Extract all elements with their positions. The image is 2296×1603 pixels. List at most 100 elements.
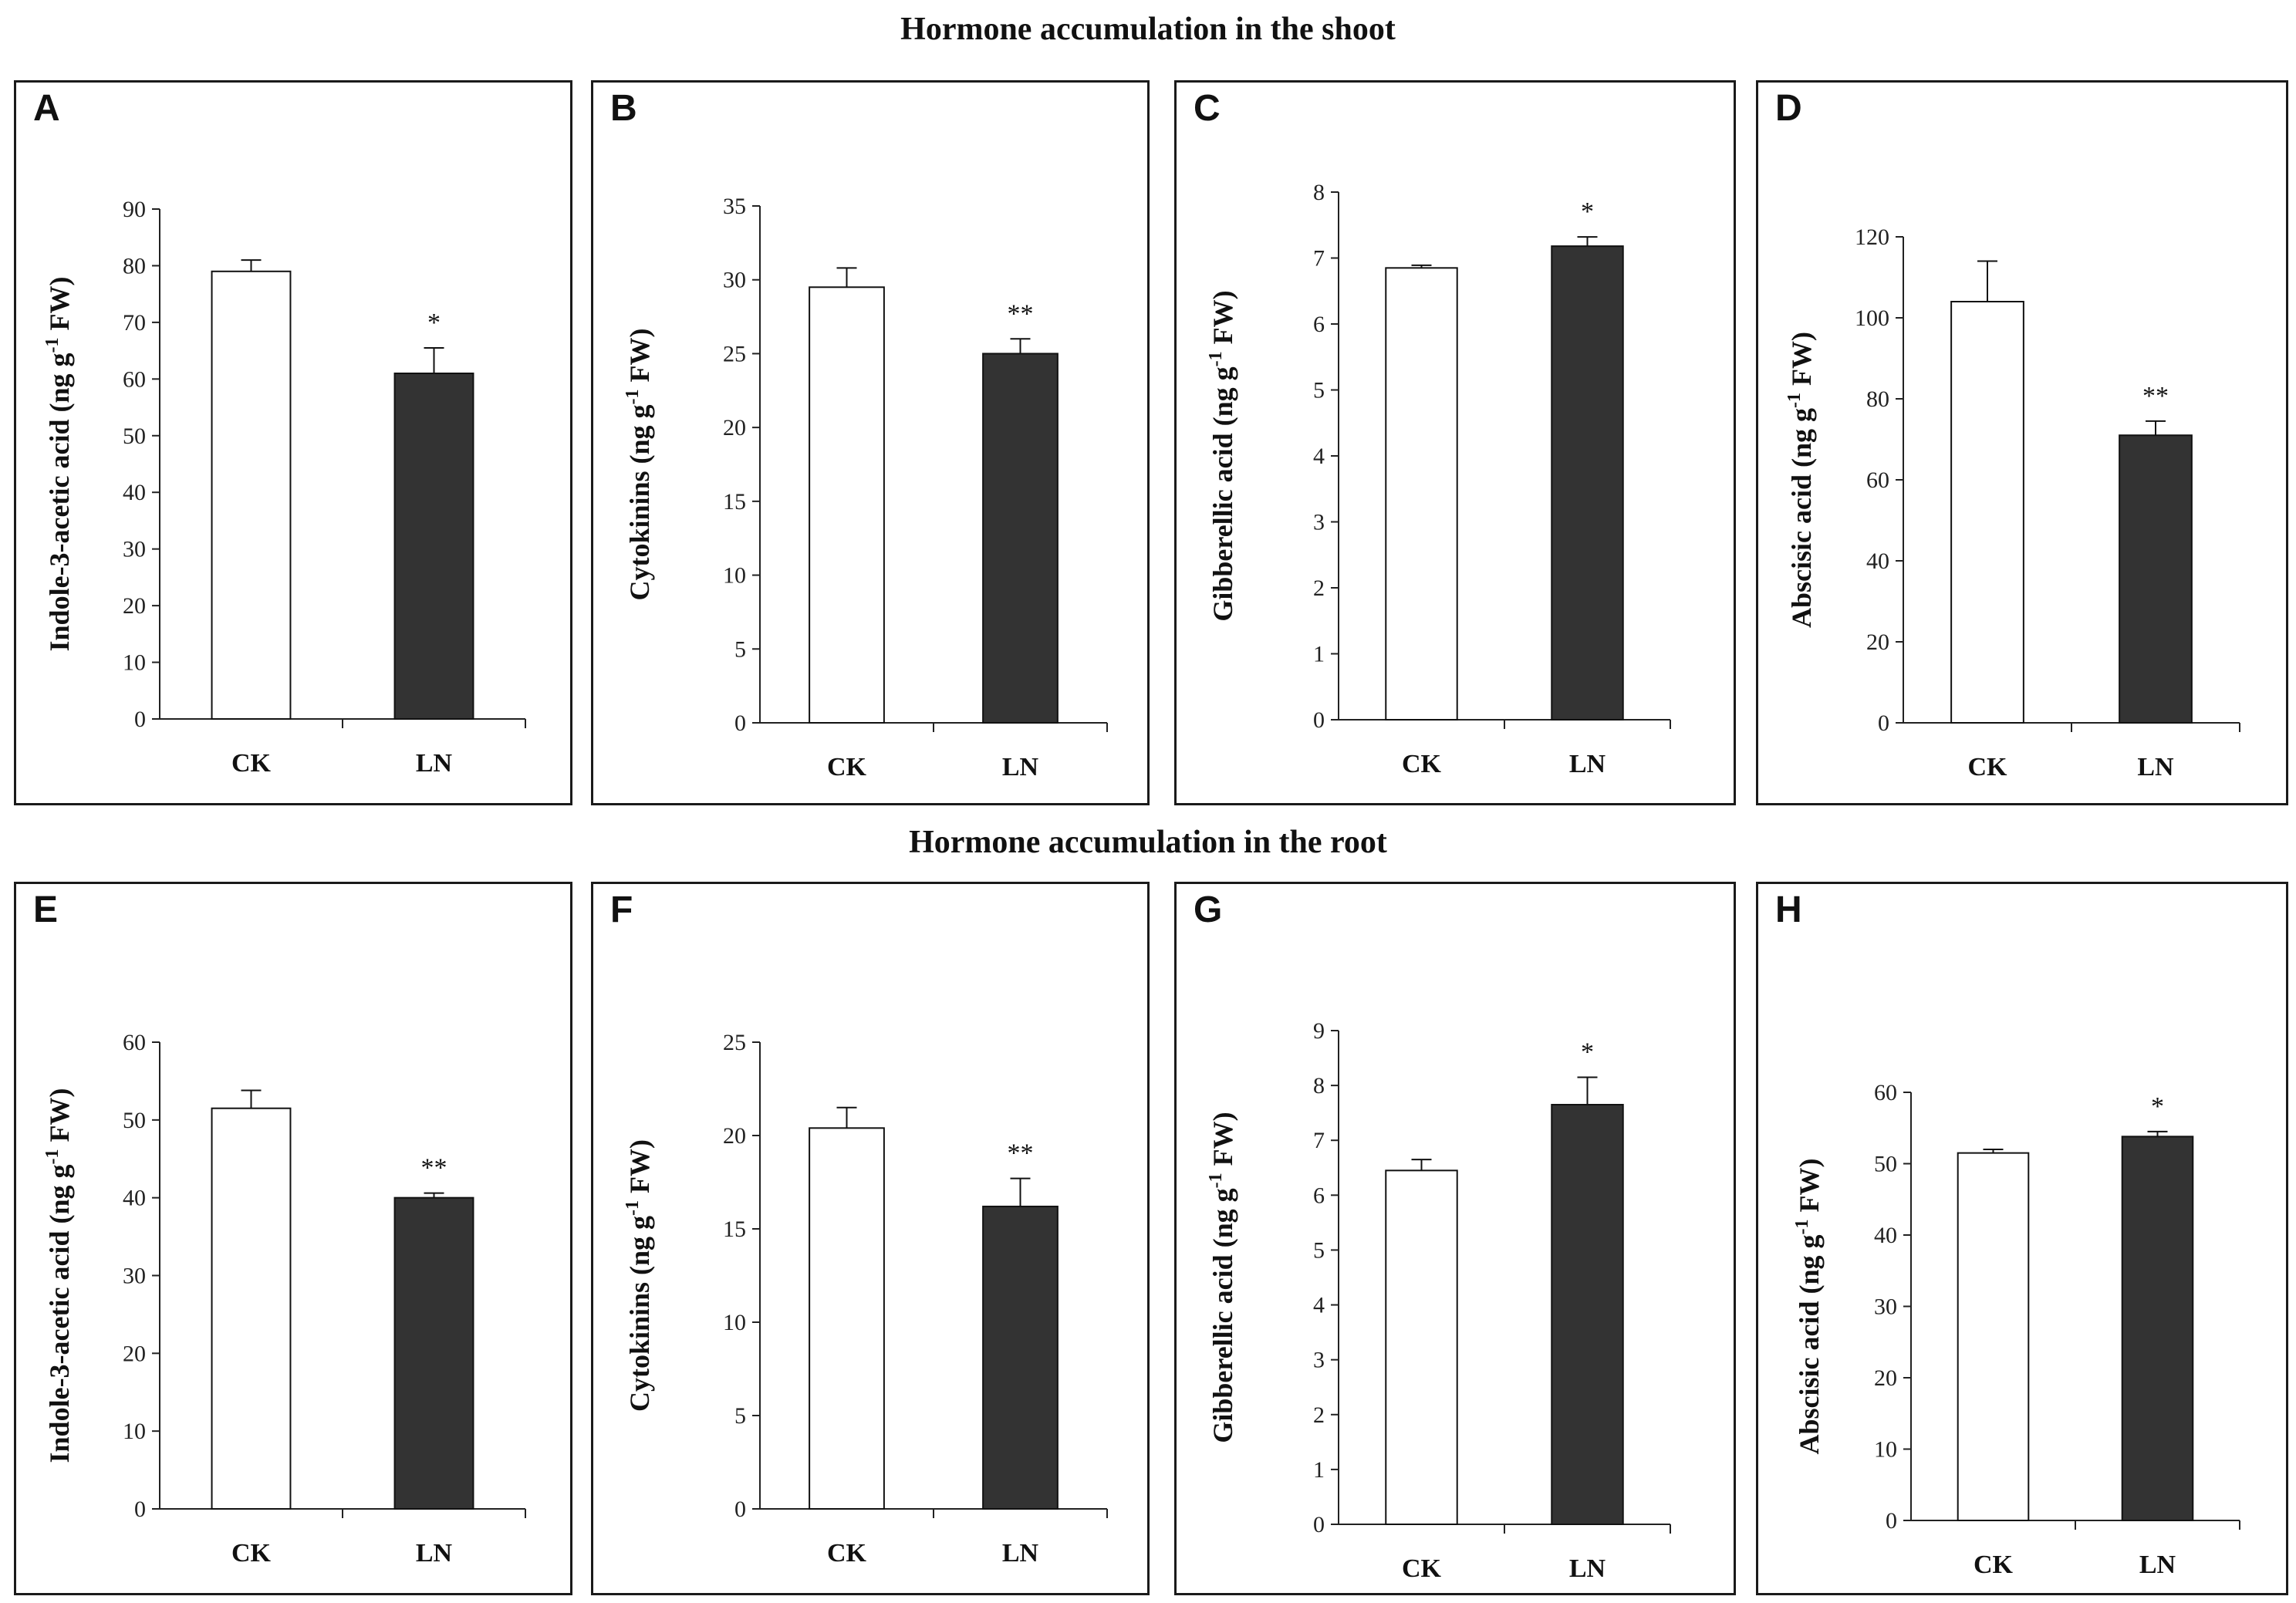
x-category-label: LN [1002, 1539, 1039, 1568]
bar-chart-svg: 0 10 20 30 40 50 60 CK * LN Abscisic acid (ng g-1 … [1792, 1080, 2240, 1579]
y-axis-label-main: Cytokinins (ng g [624, 1216, 655, 1412]
bar-ck [211, 270, 292, 721]
bar-ck [809, 286, 885, 724]
y-tick-label: 80 [123, 253, 146, 278]
y-tick-label: 10 [123, 650, 146, 676]
chart-panel-c: C 0 1 2 3 4 5 6 7 8 CK * LN Gibberellic acid (ng g-1 … [1174, 80, 1736, 805]
y-axis-label-tail: FW) [44, 1088, 75, 1149]
y-tick-label: 0 [1313, 707, 1325, 733]
y-tick-label: 7 [1313, 246, 1325, 272]
y-tick-label: 40 [1866, 548, 1889, 574]
y-tick-label: 5 [734, 636, 746, 662]
y-tick-label: 2 [1313, 1402, 1325, 1428]
panel-label: H [1775, 889, 1802, 930]
y-tick-label: 6 [1313, 1183, 1325, 1208]
x-category-label: CK [231, 749, 272, 778]
y-tick-label: 15 [723, 489, 746, 515]
y-tick-label: 20 [723, 1123, 746, 1149]
panel-label: A [33, 88, 60, 129]
y-tick-label: 0 [734, 1497, 746, 1522]
y-tick-label: 10 [723, 1310, 746, 1335]
y-tick-label: 1 [1313, 642, 1325, 667]
bar-ck [211, 1107, 292, 1510]
panel-label: F [610, 889, 633, 930]
y-tick-label: 10 [123, 1419, 146, 1444]
bar-ck [1385, 267, 1458, 721]
bar-chart-svg: 0 1 2 3 4 5 6 7 8 9 CK * LN Gibberellic acid (ng g-1 … [1206, 1018, 1671, 1583]
panel-label: D [1775, 88, 1802, 129]
y-tick-label: 3 [1313, 1348, 1325, 1373]
y-tick-label: 40 [123, 1186, 146, 1211]
x-category-label: CK [1968, 753, 2008, 781]
y-tick-label: 3 [1313, 510, 1325, 535]
significance-marker: ** [1008, 1139, 1034, 1168]
y-tick-label: 6 [1313, 312, 1325, 337]
y-tick-label: 50 [123, 424, 146, 449]
y-axis-label-main: Gibberellic acid (ng g [1207, 366, 1238, 621]
y-tick-label: 20 [123, 1341, 146, 1366]
y-tick-label: 25 [723, 341, 746, 366]
y-axis-label-main: Indole-3-acetic acid (ng g [44, 353, 75, 652]
x-category-label: LN [1569, 750, 1606, 778]
x-category-label: LN [2137, 753, 2174, 781]
y-tick-label: 5 [734, 1403, 746, 1429]
bar-ck [809, 1127, 885, 1510]
x-category-label: LN [1002, 753, 1039, 781]
x-category-label: CK [231, 1539, 272, 1568]
y-tick-label: 10 [723, 563, 746, 589]
y-tick-label: 120 [1855, 224, 1889, 250]
y-tick-label: 60 [123, 366, 146, 392]
bar-chart-svg: 0 20 40 60 80 100 120 CK ** LN Abscisic acid (ng g… [1784, 224, 2240, 781]
y-tick-label: 2 [1313, 575, 1325, 601]
y-axis-label-sup: -1 [623, 389, 643, 404]
y-tick-label: 4 [1313, 444, 1325, 469]
x-category-label: LN [1569, 1554, 1606, 1583]
bar-ln [1551, 245, 1624, 721]
y-tick-label: 40 [1874, 1223, 1897, 1248]
bar-chart-svg: 0 10 20 30 40 50 60 CK ** LN Indole-3-acetic acid … [42, 1030, 526, 1568]
x-category-label: CK [1402, 1554, 1442, 1583]
bar-chart-svg: 0 10 20 30 40 50 60 70 80 90 CK * LN Indole-3-acetic … [42, 197, 526, 778]
significance-marker: * [1581, 197, 1594, 226]
x-category-label: CK [1402, 750, 1442, 778]
x-category-label: CK [1974, 1551, 2014, 1579]
y-tick-label: 35 [723, 194, 746, 219]
y-axis-label-main: Cytokinins (ng g [624, 404, 655, 600]
y-tick-label: 20 [1866, 629, 1889, 655]
y-axis-label-sup: -1 [1792, 1219, 1812, 1234]
y-tick-label: 60 [123, 1030, 146, 1055]
panel-label: B [610, 88, 637, 129]
y-axis-label-tail: FW) [44, 277, 75, 338]
significance-marker: * [2151, 1092, 2164, 1121]
bar-chart-svg: 0 1 2 3 4 5 6 7 8 CK * LN Gibberellic acid (ng g-1 F… [1206, 180, 1671, 778]
y-axis-label: Indole-3-acetic acid (ng g-1 FW) [42, 1088, 75, 1463]
bar-chart-svg: 0 5 10 15 20 25 CK ** LN Cytokinins (ng g-1 FW) [623, 1030, 1108, 1568]
y-tick-label: 0 [134, 707, 146, 732]
bar-ln [982, 1205, 1059, 1510]
y-tick-label: 30 [123, 1264, 146, 1289]
y-tick-label: 0 [1878, 710, 1889, 736]
y-tick-label: 20 [123, 593, 146, 619]
y-tick-label: 5 [1313, 378, 1325, 403]
significance-marker: ** [2142, 382, 2169, 410]
y-tick-label: 9 [1313, 1018, 1325, 1044]
shoot-row-title: Hormone accumulation in the shoot [900, 12, 1396, 47]
y-tick-label: 90 [123, 197, 146, 222]
chart-panel-b: B 0 5 10 15 20 25 30 35 CK ** LN Cytokinins (ng g-1 … [591, 80, 1150, 805]
y-tick-label: 0 [734, 710, 746, 736]
y-axis-label-tail: FW) [624, 1139, 655, 1200]
y-axis-label: Cytokinins (ng g-1 FW) [623, 1139, 655, 1412]
y-axis-label: Abscisic acid (ng g-1 FW) [1784, 332, 1817, 628]
y-tick-label: 70 [123, 310, 146, 336]
y-tick-label: 60 [1874, 1080, 1897, 1105]
y-tick-label: 25 [723, 1030, 746, 1055]
y-axis-label-sup: -1 [623, 1200, 643, 1216]
y-axis-label-sup: -1 [1784, 393, 1805, 408]
chart-panel-d: D 0 20 40 60 80 100 120 CK ** LN Abscisic acid (ng … [1756, 80, 2288, 805]
y-axis-label-main: Indole-3-acetic acid (ng g [44, 1165, 75, 1463]
panel-label: C [1194, 88, 1221, 129]
x-category-label: CK [827, 1539, 867, 1568]
y-axis-label-main: Abscisic acid (ng g [1794, 1234, 1825, 1454]
bar-ln [2119, 434, 2193, 724]
y-tick-label: 8 [1313, 180, 1325, 205]
